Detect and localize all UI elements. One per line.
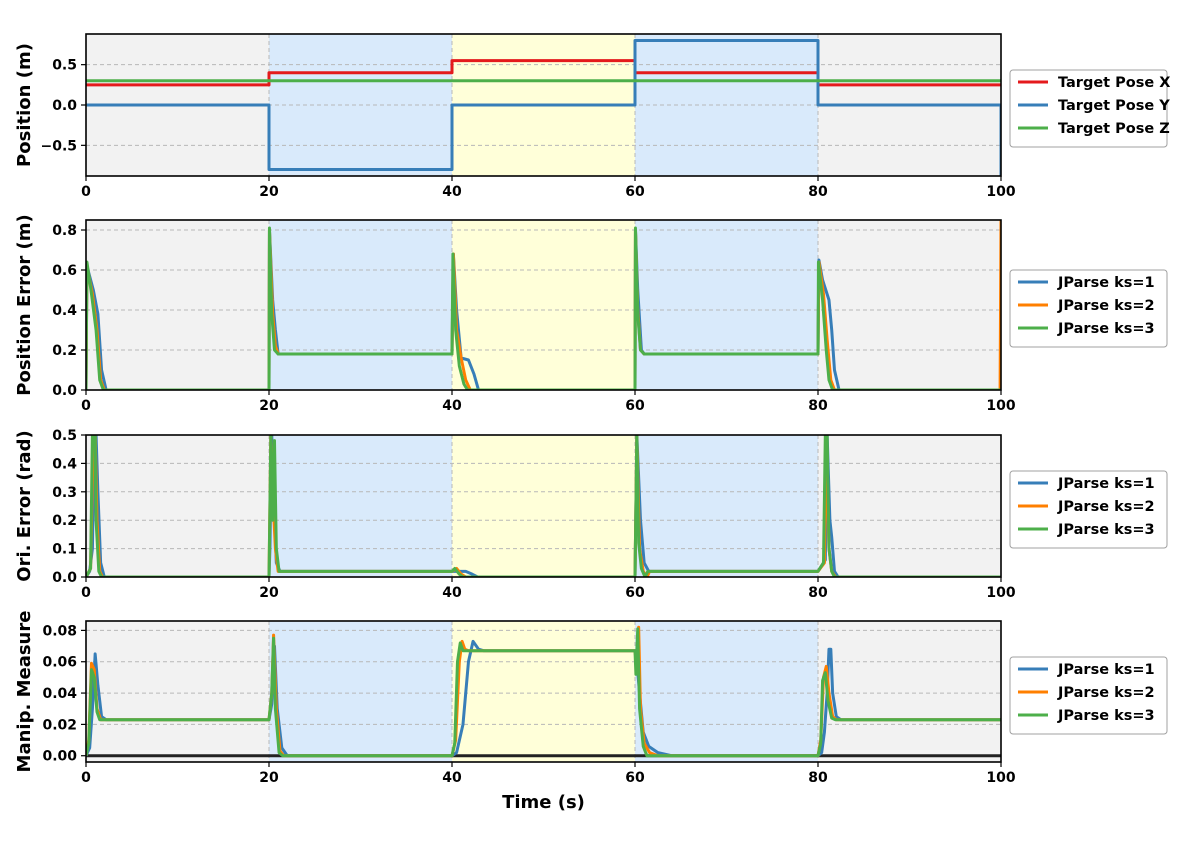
x-tick-label: 40: [442, 398, 462, 414]
y-tick-label: 0.0: [52, 383, 77, 399]
y-tick-label: 0.08: [42, 623, 77, 639]
legend-label: JParse ks=2: [1057, 499, 1155, 515]
axes-frame: [85, 620, 1002, 763]
chart-panel-4: 0 20 40 60 80 100 0.00 0.02 0.04 0.06 0.08 Manip. M…: [14, 611, 1168, 813]
x-tick-label: 100: [986, 398, 1015, 414]
series-line-jparse-ks-1: [86, 435, 1001, 577]
y-tick-label: 0.00: [42, 749, 77, 765]
x-tick-label: 60: [625, 585, 645, 601]
background-band-1: [86, 220, 269, 390]
y-tick-label: 0.5: [52, 58, 77, 74]
y-tick-label: 0.3: [52, 485, 77, 501]
legend-label: Target Pose Y: [1058, 98, 1170, 114]
legend: JParse ks=1 JParse ks=2 JParse ks=3: [1009, 656, 1168, 735]
x-tick-label: 0: [81, 398, 91, 414]
legend-label: JParse ks=1: [1057, 662, 1155, 678]
chart-panel-1: 0 20 40 60 80 100 0.5 0.0 −0.5 Position (m) Target…: [14, 33, 1170, 200]
y-tick-label: 0.06: [42, 655, 77, 671]
background-band-2: [269, 621, 452, 762]
legend-label: JParse ks=3: [1057, 321, 1155, 337]
legend-box: [1009, 656, 1168, 735]
background-band-5: [818, 621, 1001, 762]
x-tick-label: 40: [442, 585, 462, 601]
legend-label: JParse ks=1: [1057, 476, 1155, 492]
x-tick-label: 20: [259, 585, 279, 601]
axes-frame: [85, 219, 1002, 391]
x-tick-label: 80: [808, 585, 828, 601]
legend-box: [1009, 69, 1168, 148]
y-tick-label: 0.2: [52, 513, 77, 529]
y-tick-label: 0.4: [52, 456, 77, 472]
background-band-2: [269, 220, 452, 390]
y-tick-label: 0.0: [52, 570, 77, 586]
x-tick-label: 100: [986, 184, 1015, 200]
y-tick-label: 0.8: [52, 223, 77, 239]
background-band-1: [86, 621, 269, 762]
x-tick-label: 80: [808, 398, 828, 414]
legend-box: [1009, 470, 1168, 549]
x-tick-label: 20: [259, 398, 279, 414]
y-axis-label: Position (m): [14, 43, 35, 167]
background-band-1: [86, 435, 269, 577]
x-tick-label: 40: [442, 770, 462, 786]
x-tick-label: 20: [259, 770, 279, 786]
series-line-jparse-ks-3: [86, 435, 1001, 577]
series-line-jparse-ks-3: [86, 627, 1001, 758]
background-band-4: [635, 435, 818, 577]
background-band-5: [818, 220, 1001, 390]
x-tick-label: 60: [625, 770, 645, 786]
y-tick-label: 0.1: [52, 542, 77, 558]
x-tick-label: 0: [81, 585, 91, 601]
x-tick-label: 60: [625, 184, 645, 200]
y-tick-label: 0.6: [52, 263, 77, 279]
background-band-3: [452, 435, 635, 577]
series-line-target-pose-y: [86, 38, 1001, 176]
y-tick-label: 0.04: [42, 686, 77, 702]
background-band-3: [452, 621, 635, 762]
x-tick-label: 80: [808, 770, 828, 786]
legend-label: JParse ks=3: [1057, 522, 1155, 538]
legend-label: Target Pose Z: [1058, 121, 1170, 137]
legend-label: JParse ks=2: [1057, 298, 1155, 314]
y-axis-label: Position Error (m): [14, 214, 35, 395]
x-tick-label: 20: [259, 184, 279, 200]
legend-label: Target Pose X: [1058, 75, 1170, 91]
background-band-3: [452, 220, 635, 390]
legend-label: JParse ks=3: [1057, 708, 1155, 724]
y-tick-label: 0.02: [42, 717, 77, 733]
y-tick-label: −0.5: [40, 138, 77, 154]
background-band-4: [635, 220, 818, 390]
legend-label: JParse ks=2: [1057, 685, 1155, 701]
x-tick-label: 100: [986, 770, 1015, 786]
legend-label: JParse ks=1: [1057, 275, 1155, 291]
y-axis-label: Ori. Error (rad): [14, 430, 35, 581]
chart-panel-2: 0 20 40 60 80 100 0.0 0.2 0.4 0.6 0.8 Position Erro…: [14, 214, 1168, 414]
legend-box: [1009, 269, 1168, 348]
x-tick-label: 60: [625, 398, 645, 414]
series-line-jparse-ks-3: [86, 226, 1001, 390]
legend: JParse ks=1 JParse ks=2 JParse ks=3: [1009, 470, 1168, 549]
y-tick-label: 0.4: [52, 303, 77, 319]
background-band-4: [635, 621, 818, 762]
x-axis-label: Time (s): [502, 792, 585, 813]
x-tick-label: 100: [986, 585, 1015, 601]
legend: Target Pose X Target Pose Y Target Pose Z: [1009, 69, 1170, 148]
chart-panel-3: 0 20 40 60 80 100 0.0 0.1 0.2 0.3 0.4 0.5 Ori. Error…: [14, 428, 1168, 601]
axes-frame: [85, 434, 1002, 578]
y-tick-label: 0.2: [52, 343, 77, 359]
x-tick-label: 0: [81, 770, 91, 786]
y-axis-label: Manip. Measure: [14, 611, 35, 773]
y-tick-label: 0.5: [52, 428, 77, 444]
x-tick-label: 80: [808, 184, 828, 200]
legend: JParse ks=1 JParse ks=2 JParse ks=3: [1009, 269, 1168, 348]
background-band-2: [269, 435, 452, 577]
x-tick-label: 40: [442, 184, 462, 200]
x-tick-label: 0: [81, 184, 91, 200]
background-band-5: [818, 435, 1001, 577]
y-tick-label: 0.0: [52, 98, 77, 114]
